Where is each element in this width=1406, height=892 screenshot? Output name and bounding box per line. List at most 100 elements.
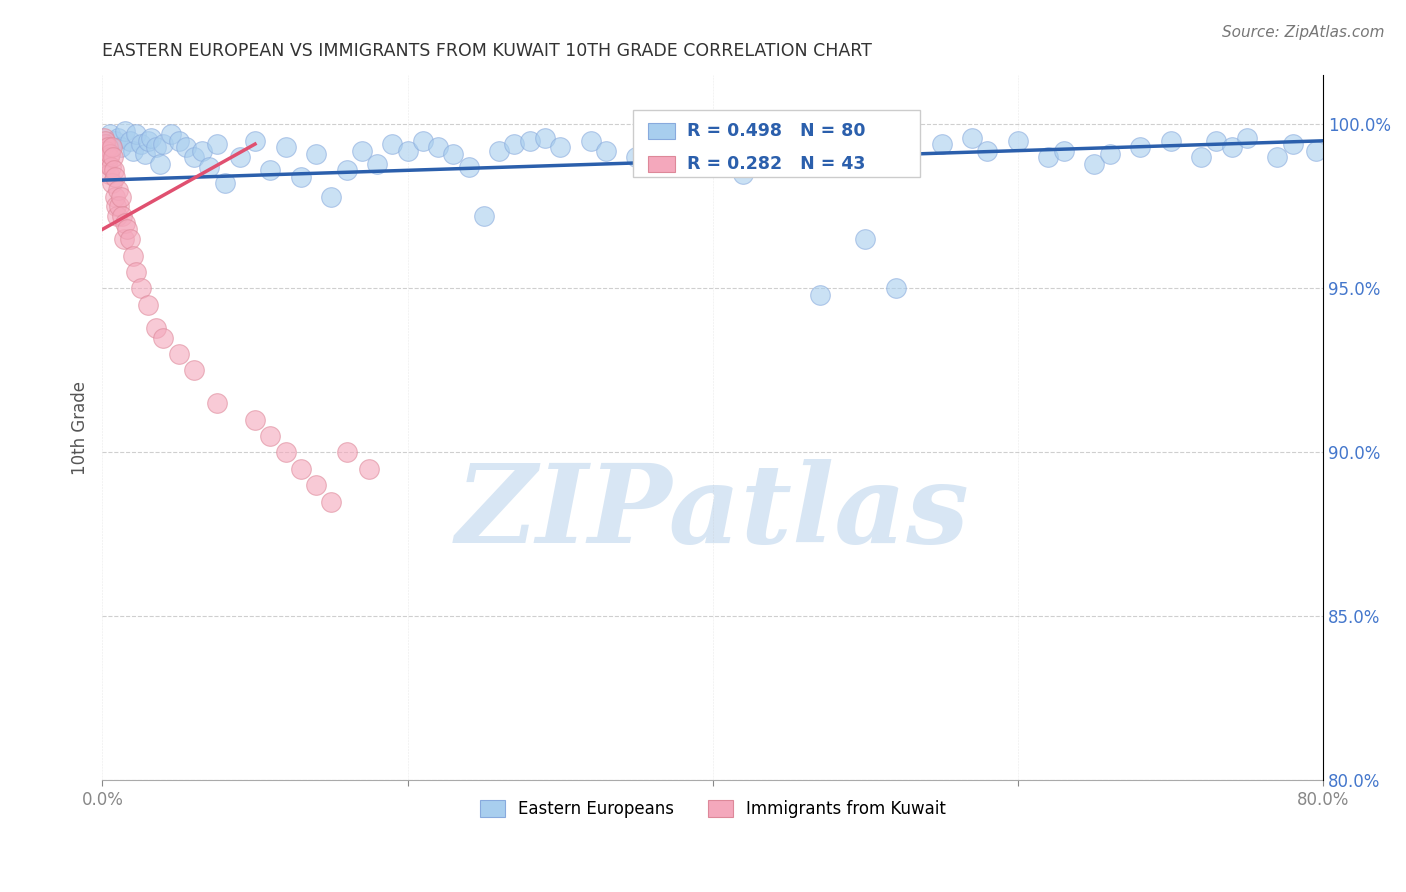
Point: [884, 281, 907, 295]
Point: [110, 140, 132, 154]
Point: [1129, 140, 1152, 154]
Point: [122, 144, 145, 158]
Point: [93, 130, 115, 145]
Point: [243, 412, 266, 426]
Point: [97, 150, 120, 164]
Point: [152, 137, 174, 152]
Point: [149, 157, 172, 171]
Point: [110, 189, 132, 203]
Point: [274, 445, 297, 459]
Point: [931, 137, 953, 152]
Point: [579, 134, 602, 148]
Point: [129, 281, 152, 295]
Point: [671, 130, 693, 145]
Point: [412, 134, 434, 148]
Point: [808, 288, 831, 302]
Point: [350, 144, 373, 158]
Text: R = 0.498   N = 80: R = 0.498 N = 80: [688, 122, 866, 140]
Point: [1160, 134, 1182, 148]
Point: [717, 140, 740, 154]
Point: [183, 363, 205, 377]
Point: [1236, 130, 1258, 145]
Point: [1205, 134, 1227, 148]
Point: [114, 216, 136, 230]
FancyBboxPatch shape: [648, 123, 675, 138]
Point: [503, 137, 526, 152]
Point: [136, 134, 159, 148]
Point: [534, 130, 557, 145]
Point: [595, 144, 617, 158]
Point: [96, 157, 118, 171]
Point: [125, 265, 148, 279]
Point: [976, 144, 998, 158]
Point: [748, 150, 770, 164]
Point: [141, 130, 163, 145]
Point: [1007, 134, 1029, 148]
Point: [1281, 137, 1303, 152]
Point: [103, 163, 125, 178]
Point: [108, 199, 131, 213]
Text: ZIPatlas: ZIPatlas: [456, 458, 970, 566]
Point: [441, 147, 464, 161]
Point: [335, 445, 357, 459]
Point: [824, 150, 846, 164]
Point: [160, 127, 183, 141]
Point: [167, 347, 190, 361]
Point: [105, 209, 128, 223]
Point: [1053, 144, 1076, 158]
Point: [305, 478, 328, 492]
Text: R = 0.282   N = 43: R = 0.282 N = 43: [688, 155, 866, 173]
Point: [107, 130, 129, 145]
Text: Source: ZipAtlas.com: Source: ZipAtlas.com: [1222, 25, 1385, 40]
Point: [686, 137, 709, 152]
Point: [488, 144, 510, 158]
Point: [101, 177, 124, 191]
Point: [778, 134, 800, 148]
Legend: Eastern Europeans, Immigrants from Kuwait: Eastern Europeans, Immigrants from Kuwai…: [474, 793, 952, 825]
Point: [104, 134, 127, 148]
Point: [145, 140, 167, 154]
FancyBboxPatch shape: [634, 111, 921, 178]
Point: [118, 134, 141, 148]
Point: [396, 144, 419, 158]
Point: [1305, 144, 1327, 158]
Point: [1083, 157, 1105, 171]
Point: [381, 137, 404, 152]
Point: [733, 167, 755, 181]
Point: [190, 144, 212, 158]
Point: [98, 167, 121, 181]
Point: [655, 134, 678, 148]
Point: [111, 209, 134, 223]
Point: [96, 144, 118, 158]
Point: [457, 160, 479, 174]
Point: [136, 298, 159, 312]
Point: [1220, 140, 1243, 154]
Point: [115, 222, 138, 236]
Point: [104, 189, 127, 203]
Point: [548, 140, 571, 154]
Point: [305, 147, 328, 161]
Point: [176, 140, 198, 154]
FancyBboxPatch shape: [648, 156, 675, 172]
Point: [97, 140, 120, 154]
Point: [229, 150, 252, 164]
Point: [98, 147, 121, 161]
Point: [183, 150, 205, 164]
Point: [259, 429, 281, 443]
Point: [105, 199, 128, 213]
Point: [104, 169, 127, 184]
Point: [112, 232, 135, 246]
Point: [125, 127, 148, 141]
Point: [134, 147, 156, 161]
Point: [290, 462, 312, 476]
Point: [167, 134, 190, 148]
Point: [93, 137, 115, 152]
Point: [145, 320, 167, 334]
Point: [321, 494, 343, 508]
Point: [472, 209, 495, 223]
Point: [359, 462, 381, 476]
Point: [198, 160, 221, 174]
Point: [98, 127, 121, 141]
Point: [243, 134, 266, 148]
Text: EASTERN EUROPEAN VS IMMIGRANTS FROM KUWAIT 10TH GRADE CORRELATION CHART: EASTERN EUROPEAN VS IMMIGRANTS FROM KUWA…: [103, 42, 872, 60]
